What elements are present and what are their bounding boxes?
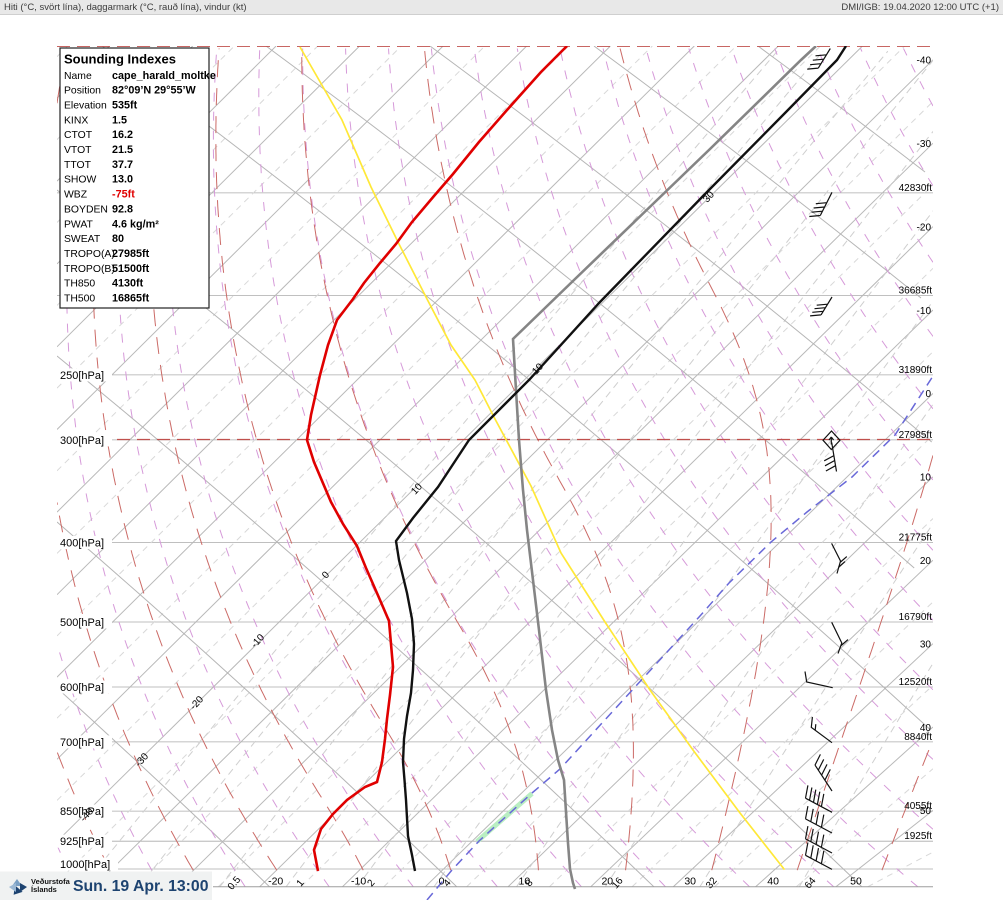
svg-text:31890ft: 31890ft bbox=[899, 365, 933, 376]
svg-text:cape_harald_moltke: cape_harald_moltke bbox=[112, 70, 216, 82]
svg-text:-10: -10 bbox=[351, 876, 366, 888]
svg-text:Veðurstofa: Veðurstofa bbox=[31, 877, 71, 886]
svg-text:535ft: 535ft bbox=[112, 100, 138, 112]
svg-text:27985ft: 27985ft bbox=[112, 248, 150, 260]
svg-text:Name: Name bbox=[64, 71, 92, 82]
svg-text:2: 2 bbox=[365, 877, 377, 889]
svg-text:13.0: 13.0 bbox=[112, 174, 133, 186]
svg-text:700[hPa]: 700[hPa] bbox=[60, 737, 104, 749]
svg-text:TH500: TH500 bbox=[64, 294, 95, 305]
svg-text:12520ft: 12520ft bbox=[899, 677, 933, 688]
svg-text:Elevation: Elevation bbox=[64, 101, 107, 112]
svg-text:40: 40 bbox=[767, 876, 779, 888]
svg-text:VTOT: VTOT bbox=[64, 145, 92, 156]
svg-text:16865ft: 16865ft bbox=[112, 293, 150, 305]
svg-text:250[hPa]: 250[hPa] bbox=[60, 370, 104, 382]
svg-text:-40: -40 bbox=[917, 56, 932, 67]
svg-text:20: 20 bbox=[920, 556, 932, 567]
svg-text:-20: -20 bbox=[268, 876, 283, 888]
svg-text:51500ft: 51500ft bbox=[112, 263, 150, 275]
svg-text:1925ft: 1925ft bbox=[904, 831, 932, 842]
svg-text:600[hPa]: 600[hPa] bbox=[60, 682, 104, 694]
svg-text:4055ft: 4055ft bbox=[904, 801, 932, 812]
svg-text:0: 0 bbox=[439, 876, 445, 888]
svg-text:400[hPa]: 400[hPa] bbox=[60, 538, 104, 550]
svg-text:KINX: KINX bbox=[64, 115, 88, 126]
svg-text:Hiti (°C, svört lína), daggarm: Hiti (°C, svört lína), daggarmark (°C, r… bbox=[4, 2, 247, 13]
svg-text:DMI/IGB: 19.04.2020 12:00 UTC: DMI/IGB: 19.04.2020 12:00 UTC (+1) bbox=[841, 2, 999, 13]
svg-text:-30: -30 bbox=[133, 751, 151, 769]
svg-text:64: 64 bbox=[803, 875, 819, 891]
svg-text:CTOT: CTOT bbox=[64, 130, 93, 141]
svg-text:8: 8 bbox=[524, 877, 536, 889]
svg-text:TH850: TH850 bbox=[64, 279, 95, 290]
svg-text:-20: -20 bbox=[917, 222, 932, 233]
svg-text:21775ft: 21775ft bbox=[899, 533, 933, 544]
svg-text:-30: -30 bbox=[917, 139, 932, 150]
svg-text:8840ft: 8840ft bbox=[904, 732, 932, 743]
svg-text:27985ft: 27985ft bbox=[899, 430, 933, 441]
svg-text:TROPO(A): TROPO(A) bbox=[64, 249, 115, 260]
svg-text:Sounding Indexes: Sounding Indexes bbox=[64, 52, 176, 67]
svg-text:20: 20 bbox=[601, 876, 613, 888]
svg-text:42830ft: 42830ft bbox=[899, 183, 933, 194]
svg-text:TTOT: TTOT bbox=[64, 160, 92, 171]
svg-text:4: 4 bbox=[442, 877, 454, 889]
svg-text:BOYDEN: BOYDEN bbox=[64, 204, 108, 215]
svg-text:WBZ: WBZ bbox=[64, 190, 88, 201]
svg-text:92.8: 92.8 bbox=[112, 203, 133, 215]
svg-text:32: 32 bbox=[704, 875, 720, 891]
svg-text:1: 1 bbox=[295, 877, 307, 889]
svg-text:30: 30 bbox=[920, 639, 932, 650]
svg-text:-10: -10 bbox=[917, 306, 932, 317]
svg-text:PWAT: PWAT bbox=[64, 219, 94, 230]
svg-text:TROPO(B): TROPO(B) bbox=[64, 264, 115, 275]
svg-text:850[hPa]: 850[hPa] bbox=[60, 806, 104, 818]
svg-text:Íslands: Íslands bbox=[31, 885, 57, 894]
svg-text:SHOW: SHOW bbox=[64, 175, 97, 186]
svg-text:Position: Position bbox=[64, 86, 101, 97]
svg-text:10: 10 bbox=[519, 876, 531, 888]
svg-text:0: 0 bbox=[925, 389, 931, 400]
svg-text:925[hPa]: 925[hPa] bbox=[60, 836, 104, 848]
svg-text:50: 50 bbox=[850, 876, 862, 888]
svg-text:82°09’N 29°55’W: 82°09’N 29°55’W bbox=[112, 85, 196, 97]
svg-text:50: 50 bbox=[920, 806, 932, 817]
svg-text:500[hPa]: 500[hPa] bbox=[60, 617, 104, 629]
svg-text:16790ft: 16790ft bbox=[899, 612, 933, 623]
svg-text:SWEAT: SWEAT bbox=[64, 234, 101, 245]
svg-text:21.5: 21.5 bbox=[112, 144, 133, 156]
svg-text:80: 80 bbox=[112, 233, 124, 245]
svg-text:1000[hPa]: 1000[hPa] bbox=[60, 859, 110, 871]
svg-text:-75ft: -75ft bbox=[112, 189, 135, 201]
svg-text:300[hPa]: 300[hPa] bbox=[60, 435, 104, 447]
svg-text:0: 0 bbox=[320, 569, 332, 581]
svg-text:40: 40 bbox=[920, 723, 932, 734]
svg-text:37.7: 37.7 bbox=[112, 159, 133, 171]
svg-text:10: 10 bbox=[409, 481, 425, 497]
svg-text:Sun. 19 Apr. 13:00: Sun. 19 Apr. 13:00 bbox=[73, 878, 209, 895]
svg-text:4.6 kg/m²: 4.6 kg/m² bbox=[112, 218, 159, 230]
svg-text:16.2: 16.2 bbox=[112, 129, 133, 141]
svg-text:10: 10 bbox=[920, 473, 932, 484]
svg-text:30: 30 bbox=[684, 876, 696, 888]
svg-text:36685ft: 36685ft bbox=[899, 285, 933, 296]
svg-text:1.5: 1.5 bbox=[112, 114, 127, 126]
svg-text:4130ft: 4130ft bbox=[112, 278, 144, 290]
svg-text:-10: -10 bbox=[249, 632, 267, 650]
